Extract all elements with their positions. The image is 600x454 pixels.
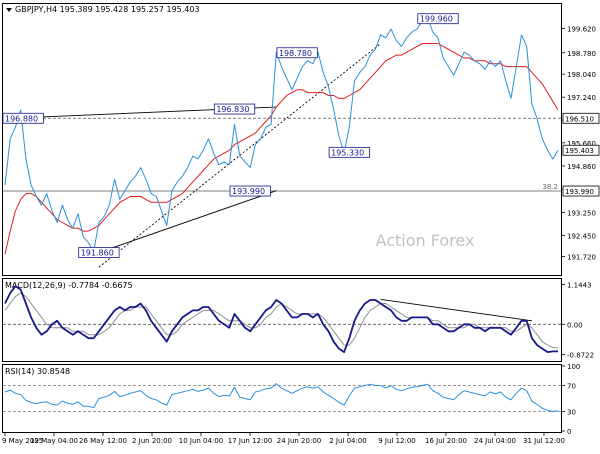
symbol-header: GBPJPY,H4 195.389 195.428 195.257 195.40…	[6, 5, 200, 14]
price-annotation-box	[417, 13, 459, 25]
price-annotation-box	[229, 185, 271, 197]
price-tick-label: 192.450	[567, 232, 596, 240]
price-line	[4, 17, 559, 252]
level-price-box	[562, 185, 600, 197]
x-tick-label: 9 May 2025	[2, 437, 43, 445]
price-annotation: 199.960	[420, 15, 453, 24]
rsi-tick-label: 30	[567, 409, 576, 417]
axes-layer: 199.620198.780198.040197.240196.450195.6…	[2, 26, 600, 445]
x-tick-label: 31 Jul 12:00	[523, 437, 565, 445]
price-tick-label: 193.250	[567, 209, 596, 217]
rsi-layer	[3, 383, 561, 412]
price-tick-label: 199.620	[567, 26, 596, 34]
macd-tick-label: 0.00	[567, 321, 583, 329]
x-tick-label: 16 Jul 20:00	[425, 437, 467, 445]
price-tick-label: 197.240	[567, 94, 596, 102]
macd-panel-frame	[2, 278, 562, 362]
x-tick-label: 2 Jun 20:00	[132, 437, 172, 445]
rsi-line	[4, 383, 559, 412]
price-annotation: 191.860	[81, 249, 114, 258]
macd-layer	[3, 285, 561, 354]
x-tick-label: 26 May 12:00	[79, 437, 127, 445]
price-annotation: 195.330	[331, 148, 364, 157]
macd-tick-label: 1.1443	[567, 282, 592, 290]
price-annotation: 196.830	[216, 105, 249, 114]
rsi-panel-frame	[2, 364, 562, 433]
x-tick-label: 2 Jul 04:00	[329, 437, 367, 445]
price-annotation-box	[2, 112, 44, 124]
macd-label: MACD(12,26,9) -0.7784 -0.6675	[5, 281, 133, 290]
dropdown-triangle-icon[interactable]	[6, 8, 12, 12]
watermark: Action Forex	[376, 231, 475, 250]
x-tick-label: 17 Jun 12:00	[228, 437, 272, 445]
fib-tag: 38.2	[542, 183, 558, 191]
price-layer: 38.2 196.880 191.860 196.830 193.990 198.780 1…	[2, 13, 561, 268]
price-annotation-box	[276, 47, 318, 59]
rsi-tick-label: 70	[567, 383, 576, 391]
x-tick-label: 24 Jul 04:00	[474, 437, 516, 445]
price-annotation: 198.780	[279, 49, 312, 58]
price-annotation: 196.880	[5, 114, 38, 123]
level-price-box	[562, 112, 600, 124]
macd-tick-label: -0.8722	[567, 352, 594, 360]
symbol-line: GBPJPY,H4 195.389 195.428 195.257 195.40…	[15, 5, 200, 14]
price-annotation-box	[213, 103, 256, 115]
current-price-label: 195.403	[565, 147, 594, 155]
current-price-box	[562, 144, 600, 156]
level-price-label: 196.510	[565, 115, 594, 123]
price-annotation-box	[78, 247, 120, 258]
x-tick-label: 9 Jul 12:00	[378, 437, 416, 445]
x-tick-label: 19 May 04:00	[30, 437, 78, 445]
price-panel-frame	[2, 3, 562, 276]
trendline	[98, 190, 277, 253]
macd-trendline	[380, 298, 532, 322]
x-tick-label: 10 Jun 04:00	[179, 437, 223, 445]
rsi-tick-label: 100	[567, 363, 580, 371]
macd-main-line	[4, 285, 558, 354]
rsi-label: RSI(14) 30.8548	[5, 367, 70, 376]
x-tick-label: 24 Jun 20:00	[277, 437, 321, 445]
price-annotation-box	[328, 146, 370, 158]
price-tick-label: 194.860	[567, 163, 596, 171]
rsi-tick-label: 0	[567, 428, 571, 436]
price-annotation: 193.990	[232, 187, 265, 196]
price-tick-label: 195.660	[567, 140, 596, 148]
price-tick-label: 198.780	[567, 50, 596, 58]
price-tick-label: 198.040	[567, 71, 596, 79]
level-price-label: 193.990	[565, 188, 594, 196]
price-tick-label: 191.720	[567, 254, 596, 262]
ma-line	[4, 43, 559, 255]
